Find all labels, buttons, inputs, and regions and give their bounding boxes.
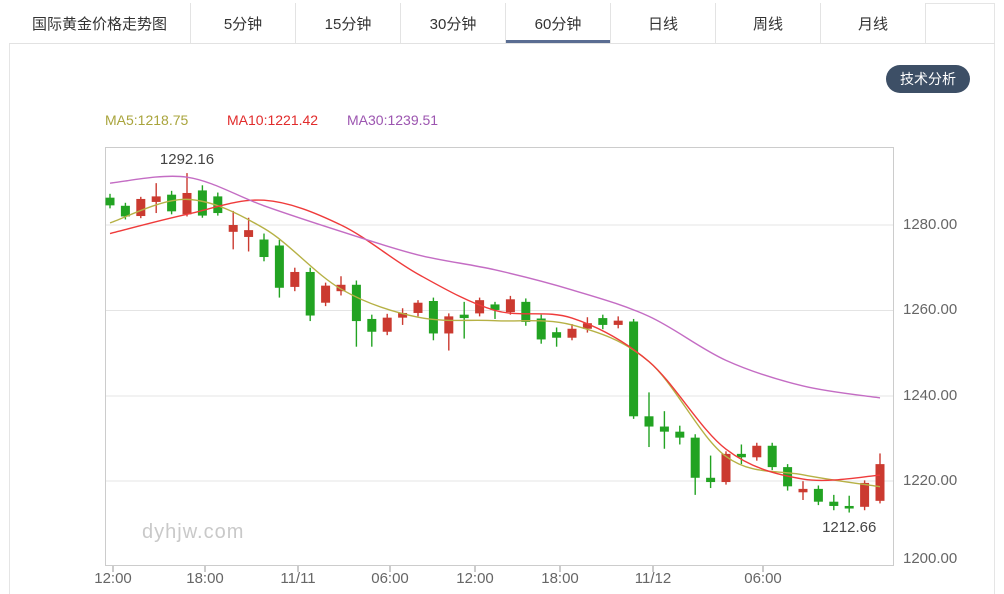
- tab-60min[interactable]: 60分钟: [506, 3, 611, 44]
- technical-analysis-button[interactable]: 技术分析: [886, 65, 970, 93]
- tab-30min[interactable]: 30分钟: [401, 3, 506, 43]
- ma5-legend-value: MA5:1218.75: [105, 112, 189, 128]
- tabbar-divider: [9, 43, 995, 44]
- ma10-legend-value: MA10:1221.42: [227, 112, 319, 128]
- tab-5min[interactable]: 5分钟: [191, 3, 296, 43]
- watermark: dyhjw.com: [142, 521, 245, 543]
- tab-daily[interactable]: 日线: [611, 3, 716, 43]
- chart-title-tab[interactable]: 国际黄金价格走势图: [9, 3, 191, 43]
- page-title: 国际黄金价格走势图: [31, 15, 167, 33]
- tab-monthly[interactable]: 月线: [821, 3, 926, 43]
- active-tab-underline: [506, 40, 610, 44]
- timeframe-tabbar: 国际黄金价格走势图 5分钟 15分钟 30分钟 60分钟 日线 周线 月线: [9, 3, 926, 44]
- tab-weekly[interactable]: 周线: [716, 3, 821, 43]
- ma30-legend-value: MA30:1239.51: [347, 112, 439, 128]
- candlestick-chart[interactable]: [105, 147, 895, 575]
- tab-15min[interactable]: 15分钟: [296, 3, 401, 43]
